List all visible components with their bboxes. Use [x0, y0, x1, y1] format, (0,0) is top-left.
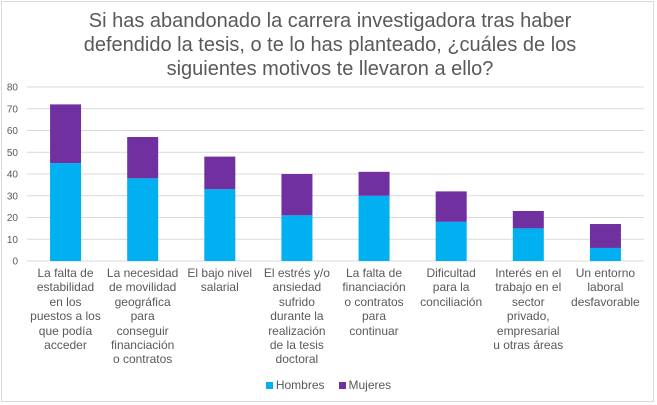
legend-item-hombres: Hombres: [265, 378, 325, 392]
bar-mujeres: [281, 174, 313, 216]
bar-hombres: [358, 195, 390, 261]
bar-hombres: [281, 215, 313, 261]
y-tick-label: 70: [7, 104, 19, 115]
x-tick-label: La falta de financiación o contratos par…: [342, 266, 406, 338]
legend-item-mujeres: Mujeres: [338, 378, 392, 392]
legend: Hombres Mujeres: [0, 378, 657, 392]
y-tick-label: 60: [7, 126, 19, 137]
bar-mujeres: [512, 210, 544, 229]
y-tick-label: 50: [7, 148, 19, 159]
y-tick-label: 30: [7, 191, 19, 202]
y-axis-ticks: 0 10 20 30 40 50 60 70 80: [7, 83, 19, 268]
bar-hombres: [512, 228, 544, 261]
bar-mujeres: [127, 137, 159, 179]
y-tick-label: 20: [7, 213, 19, 224]
bar-hombres: [127, 178, 159, 261]
x-tick-label: La falta de estabilidad en los puestos a…: [30, 266, 101, 353]
x-tick-label: Un entorno laboral desfavorable: [571, 266, 640, 309]
bar-mujeres: [435, 191, 467, 222]
x-tick-label: El estrés y/o ansiedad sufrido durante l…: [263, 266, 330, 367]
x-tick-label: Dificultad para la conciliación: [420, 266, 483, 309]
y-tick-label: 10: [7, 235, 19, 246]
bar-mujeres: [358, 171, 390, 196]
x-tick-label: La necesidad de movilidad geográfica par…: [106, 266, 179, 367]
bar-hombres: [589, 247, 621, 261]
bar-mujeres: [589, 224, 621, 248]
y-tick-label: 0: [12, 257, 18, 268]
y-tick-label: 40: [7, 170, 19, 181]
bar-mujeres: [50, 104, 82, 164]
y-tick-label: 80: [7, 83, 19, 94]
x-tick-label: Interés en el trabajo en el sector priva…: [493, 266, 564, 353]
bar-hombres: [435, 221, 467, 261]
legend-swatch-hombres: [265, 381, 273, 389]
legend-label-hombres: Hombres: [275, 378, 325, 392]
chart-title: Si has abandonado la carrera investigado…: [83, 10, 577, 80]
legend-label-mujeres: Mujeres: [348, 378, 392, 392]
legend-swatch-mujeres: [338, 381, 346, 389]
gridlines: [27, 86, 644, 262]
bars: [50, 104, 621, 261]
bar-hombres: [50, 163, 82, 261]
bar-mujeres: [204, 156, 236, 190]
bar-hombres: [204, 189, 236, 261]
x-tick-label: El bajo nivel salarial: [187, 266, 253, 295]
